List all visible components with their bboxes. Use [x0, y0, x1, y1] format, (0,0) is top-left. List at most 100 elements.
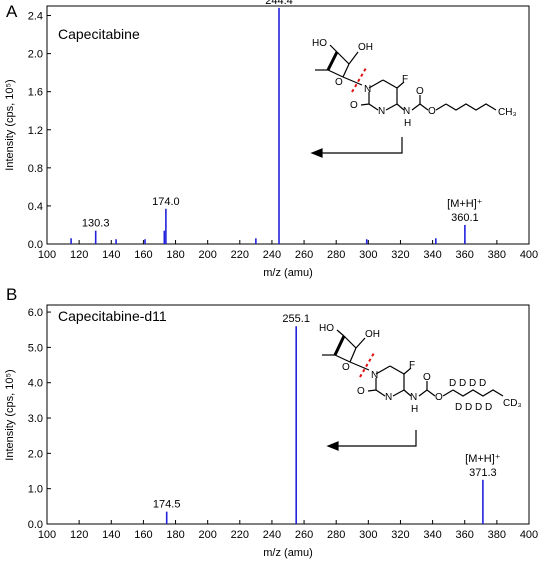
peak-label: 371.3 [469, 467, 497, 479]
y-tick-label: 5.0 [28, 342, 43, 354]
x-axis: 100 120 140 160 180 200 220 240 260 280 300 320 340 3… [38, 240, 538, 261]
x-tick-label: 200 [198, 249, 216, 261]
chart-title: Capecitabine-d11 [58, 308, 167, 324]
panel-b: B Capecitabine-d11 0.0 1.0 2.0 3.0 4.0 5.0 6.0… [4, 285, 538, 559]
atom-label: D [475, 402, 482, 413]
x-tick-label: 200 [198, 529, 216, 541]
atom-label: O [350, 100, 358, 111]
bond-line [396, 103, 405, 111]
panel-letter: B [6, 285, 17, 304]
bond-line [419, 103, 429, 111]
atom-label: O [423, 372, 431, 383]
x-tick-label: 260 [295, 529, 313, 541]
x-axis: 100 120 140 160 180 200 220 240 260 280 300 320 340 3… [38, 520, 538, 541]
x-tick-label: 220 [231, 249, 249, 261]
x-tick-label: 100 [38, 529, 56, 541]
peak-label: 130.3 [82, 218, 110, 230]
y-axis: 0.0 0.4 0.8 1.2 1.6 2.0 2.4 [28, 11, 51, 251]
x-tick-label: 360 [456, 249, 474, 261]
y-tick-label: 0.4 [28, 201, 43, 213]
bond-line [382, 79, 398, 89]
x-tick-label: 260 [295, 249, 313, 261]
fragmentation-arrow [326, 430, 417, 451]
bond-line [385, 103, 398, 111]
bond-line [326, 51, 339, 71]
structure-labels: HO OH O N F O N N O O H D D D D D D D D … [319, 323, 522, 415]
atom-label: D [465, 402, 472, 413]
atom-label: N [378, 106, 385, 117]
bond-line [327, 69, 344, 78]
x-tick-label: 340 [423, 249, 441, 261]
y-tick-label: 1.2 [28, 125, 43, 137]
x-tick-label: 240 [263, 249, 281, 261]
peak-label: 244.4 [265, 0, 293, 7]
atom-label: F [402, 74, 408, 85]
bond-line [426, 389, 436, 397]
bond-line [342, 76, 363, 86]
x-tick-label: 120 [70, 249, 88, 261]
atom-label: HO [319, 323, 334, 334]
x-tick-label: 140 [102, 529, 120, 541]
y-tick-label: 2.4 [28, 11, 43, 23]
x-tick-label: 160 [134, 529, 152, 541]
atom-label: F [409, 360, 415, 371]
atom-label: N [364, 84, 371, 95]
x-axis-label: m/z (amu) [263, 547, 313, 559]
y-tick-label: 0.0 [28, 519, 43, 531]
arrow-line [316, 137, 403, 154]
bond-line [435, 103, 447, 111]
x-tick-label: 360 [456, 529, 474, 541]
bond-line [375, 389, 386, 397]
x-tick-label: 180 [166, 529, 184, 541]
panel-letter: A [6, 2, 18, 21]
bond-line [329, 44, 338, 53]
bond-line [367, 389, 377, 392]
cleavage-line [351, 67, 367, 93]
peak-label: 174.0 [152, 196, 180, 208]
atom-label: O [335, 77, 343, 88]
bond-line [368, 103, 379, 111]
peak-series [70, 7, 466, 244]
atom-label: HO [312, 38, 327, 49]
ion-label: [M+H]⁺ [447, 198, 483, 210]
x-tick-label: 320 [391, 529, 409, 541]
atom-label: H [411, 404, 418, 415]
cleavage-line [359, 352, 375, 378]
panel-a: A Capecitabine 0.0 0.4 0.8 1.2 1.6 2.0 2.4 100… [4, 0, 538, 279]
atom-label: O [357, 386, 365, 397]
bond-line [360, 103, 370, 106]
x-tick-label: 280 [327, 529, 345, 541]
atom-label: O [428, 106, 436, 117]
atom-label: N [385, 392, 392, 403]
x-tick-label: 220 [231, 529, 249, 541]
x-tick-label: 320 [391, 249, 409, 261]
x-tick-label: 340 [423, 529, 441, 541]
bond-line [349, 347, 357, 363]
bond-line [389, 365, 405, 375]
x-tick-label: 300 [359, 529, 377, 541]
x-tick-label: 180 [166, 249, 184, 261]
peak-label: 360.1 [451, 212, 479, 224]
atom-label: O [435, 392, 443, 403]
atom-label: N [403, 106, 410, 117]
bond-line [445, 103, 497, 111]
chart-title: Capecitabine [58, 26, 140, 42]
y-axis: 0.0 1.0 2.0 3.0 4.0 5.0 6.0 [28, 307, 51, 531]
bond-line [396, 81, 405, 89]
x-tick-label: 280 [327, 249, 345, 261]
bond-line [368, 79, 384, 89]
atom-label: D [469, 378, 476, 389]
structure-labels: HO OH O N F O N N O O H CH₃ [312, 38, 517, 129]
x-tick-label: 100 [38, 249, 56, 261]
atom-label: O [416, 86, 424, 97]
arrow-head [326, 441, 339, 451]
y-tick-label: 1.0 [28, 484, 43, 496]
x-tick-label: 160 [134, 249, 152, 261]
fragmentation-arrow [310, 137, 403, 158]
bond-line [342, 63, 350, 78]
x-axis-label: m/z (amu) [263, 267, 313, 279]
y-axis-label: Intensity (cps, 10⁵) [4, 369, 16, 460]
x-tick-label: 300 [359, 249, 377, 261]
ion-label: [M+H]⁺ [465, 453, 501, 465]
